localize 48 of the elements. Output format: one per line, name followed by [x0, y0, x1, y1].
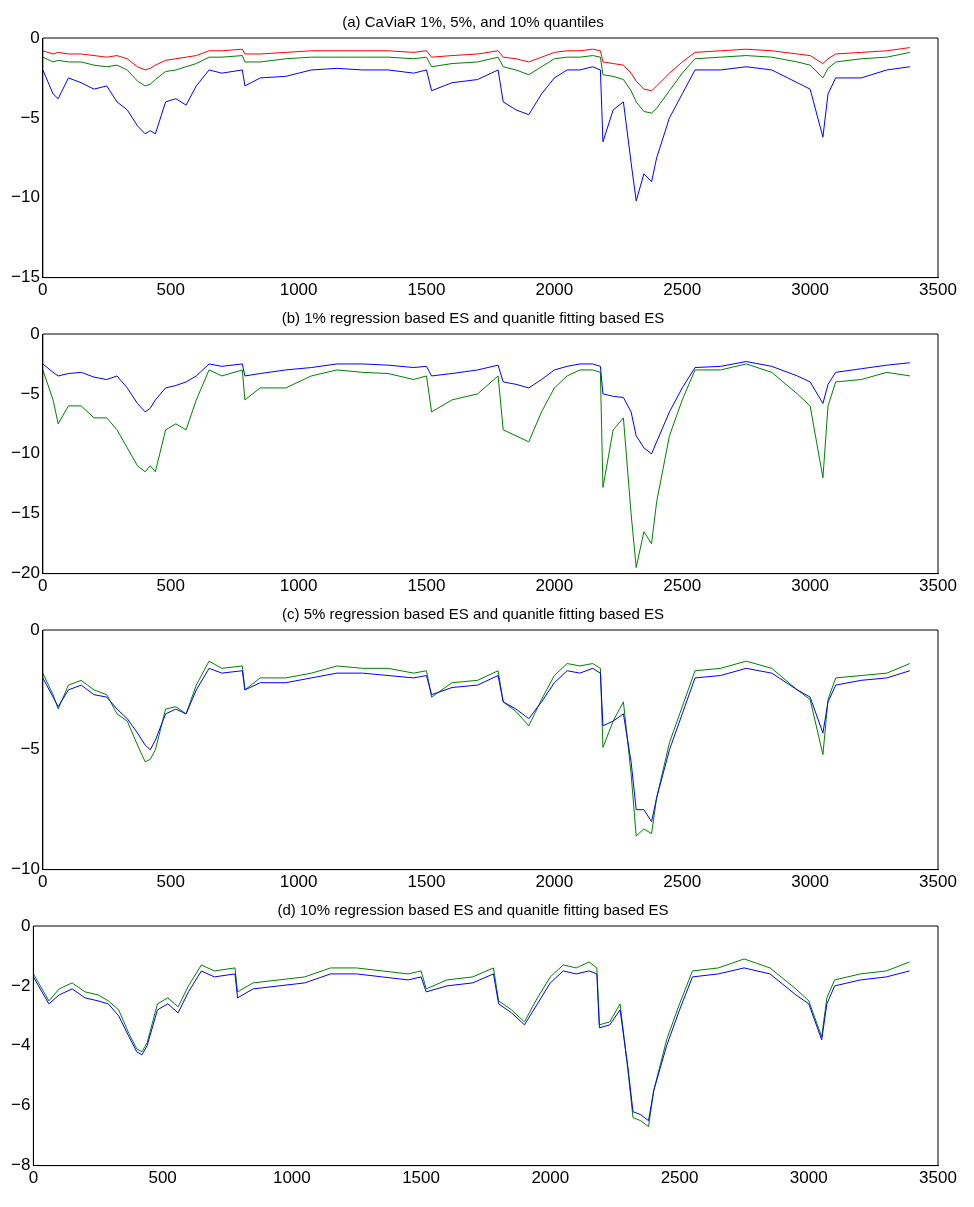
x-tick-label: 2500	[663, 280, 702, 300]
x-tick-label: 1000	[279, 872, 318, 892]
x-tick-label: 1500	[407, 576, 446, 596]
y-tick-label: −5	[20, 739, 40, 759]
y-tick-label: 0	[30, 323, 40, 343]
x-tick-label: 2000	[531, 1168, 570, 1188]
x-tick-label: 500	[156, 576, 185, 596]
x-tick-label: 2000	[535, 280, 574, 300]
y-tick-label: −5	[20, 107, 40, 127]
x-tick-label: 3500	[919, 576, 957, 596]
x-tick-label: 1500	[407, 872, 446, 892]
x-tick-label: 500	[156, 280, 185, 300]
x-tick-label: 500	[148, 1168, 177, 1188]
x-tick-label: 2500	[660, 1168, 699, 1188]
y-tick-label: −10	[10, 443, 40, 463]
x-tick-label: 3000	[789, 1168, 828, 1188]
x-tick-label: 500	[156, 872, 185, 892]
y-tick-label: −20	[10, 563, 40, 583]
x-tick-label: 3500	[919, 1168, 957, 1188]
x-tick-label: 3000	[791, 280, 830, 300]
x-tick-label: 1000	[272, 1168, 311, 1188]
x-tick-label: 3000	[791, 872, 830, 892]
x-tick-label: 2000	[535, 872, 574, 892]
x-tick-label: 3500	[919, 872, 957, 892]
x-tick-label: 1500	[402, 1168, 440, 1188]
x-tick-label: 2000	[535, 576, 574, 596]
chart-title: (a) CaViaR 1%, 5%, and 10% quantiles	[342, 13, 604, 31]
chart-title: (c) 5% regression based ES and quanitle fitting based ES	[282, 605, 664, 623]
x-tick-label: 1000	[279, 576, 318, 596]
x-tick-label: 2500	[663, 872, 702, 892]
y-tick-label: −4	[10, 1035, 31, 1055]
x-tick-label: 1500	[407, 280, 446, 300]
y-tick-label: 0	[30, 619, 40, 639]
y-tick-label: 0	[30, 27, 40, 47]
chart-title: (b) 1% regression based ES and quanitle fitting based ES	[281, 309, 665, 327]
x-tick-label: 3500	[919, 280, 957, 300]
x-tick-label: 3000	[791, 576, 830, 596]
x-tick-label: 2500	[663, 576, 702, 596]
y-tick-label: 0	[20, 915, 31, 935]
chart-title: (d) 10% regression based ES and quanitle fitting based ES	[277, 901, 669, 919]
y-tick-label: −10	[10, 859, 40, 879]
y-tick-label: −10	[10, 187, 40, 207]
y-tick-label: −5	[20, 383, 40, 403]
y-tick-label: −2	[10, 975, 31, 995]
y-tick-label: −15	[10, 267, 40, 287]
y-tick-label: −15	[10, 503, 40, 523]
x-tick-label: 1000	[279, 280, 318, 300]
y-tick-label: −6	[10, 1095, 31, 1115]
